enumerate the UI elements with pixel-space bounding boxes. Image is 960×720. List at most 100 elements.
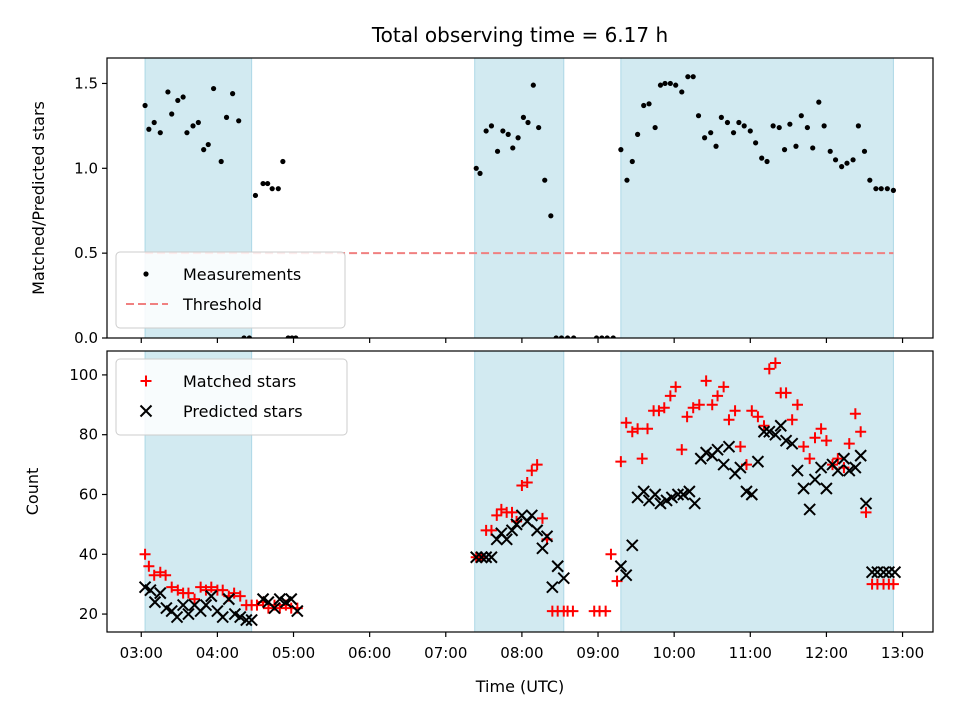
data-point [252, 192, 259, 199]
x-tick-label: 08:00 [500, 644, 543, 662]
data-point [180, 94, 186, 100]
data-point [251, 599, 263, 611]
data-point [157, 130, 163, 136]
data-point [658, 402, 670, 414]
data-point [599, 335, 605, 338]
data-point [693, 399, 705, 411]
data-point [769, 357, 781, 369]
data-point [642, 423, 654, 435]
legend-label: Predicted stars [183, 402, 303, 421]
data-point [567, 605, 579, 617]
data-point [814, 461, 828, 474]
data-point [165, 89, 171, 95]
y-tick-label: 1.5 [74, 74, 98, 92]
data-point [494, 148, 501, 154]
data-point [500, 533, 513, 546]
y-tick-label: 1.0 [74, 159, 98, 177]
data-point [741, 123, 747, 129]
data-point [683, 485, 696, 498]
legend-box [115, 358, 348, 436]
data-point [615, 456, 627, 468]
data-point [855, 426, 867, 438]
data-point [641, 102, 647, 109]
data-point [843, 438, 855, 450]
data-point [273, 592, 287, 606]
data-point [636, 453, 648, 465]
data-point [764, 158, 770, 165]
data-point [888, 566, 902, 579]
y-axis-label: Matched/Predicted stars [29, 101, 48, 295]
data-point [797, 482, 810, 495]
data-point [747, 128, 753, 134]
data-point [793, 143, 799, 149]
x-axis-label: Time (UTC) [475, 677, 564, 696]
data-point [677, 488, 690, 501]
data-point [619, 568, 633, 582]
data-point [218, 158, 224, 165]
data-point [746, 405, 758, 417]
y-tick-label: 0.0 [74, 329, 98, 347]
data-point [604, 335, 610, 338]
data-point [844, 160, 850, 166]
observing-window [620, 57, 894, 339]
data-point [861, 148, 868, 154]
data-point [752, 411, 764, 423]
data-point [849, 408, 861, 420]
plot-area [138, 357, 902, 627]
data-point [241, 335, 247, 338]
data-point [473, 165, 479, 171]
plot-frame [106, 350, 934, 633]
data-point [479, 551, 493, 564]
data-point [860, 506, 872, 518]
data-point [804, 453, 816, 465]
data-point [751, 455, 765, 468]
data-point [673, 82, 679, 88]
data-point [809, 432, 821, 444]
data-point [275, 186, 281, 192]
legend-label: Matched stars [183, 372, 296, 391]
data-point [546, 580, 559, 594]
data-point [831, 464, 845, 477]
legend-label: Threshold [182, 295, 262, 314]
data-point [629, 158, 635, 165]
data-point [274, 602, 286, 614]
data-point [553, 335, 559, 338]
data-point [808, 473, 822, 486]
data-point [781, 147, 788, 153]
data-point [763, 363, 775, 375]
data-point [199, 598, 213, 612]
data-point [536, 542, 549, 555]
data-point [182, 607, 195, 621]
data-point [722, 440, 736, 453]
observing-window [620, 350, 894, 633]
data-point [190, 123, 196, 129]
data-point [730, 130, 737, 136]
data-point [884, 186, 890, 192]
data-point [624, 177, 630, 183]
data-point [702, 135, 708, 141]
data-point [758, 420, 770, 432]
data-point [205, 581, 217, 593]
data-point [753, 140, 759, 146]
observing-window [474, 350, 565, 633]
data-point [293, 335, 299, 338]
legend: Measurements Threshold [115, 251, 346, 329]
data-point [491, 509, 503, 521]
data-point [245, 613, 258, 627]
data-point [662, 80, 668, 87]
x-tick-label: 06:00 [348, 644, 391, 662]
data-point [843, 464, 856, 477]
data-point [657, 82, 664, 88]
data-point [787, 121, 793, 127]
data-point [779, 434, 793, 447]
data-point [713, 143, 719, 149]
data-point [475, 551, 488, 564]
data-point [637, 485, 650, 498]
data-point [877, 566, 890, 579]
legend-box [115, 251, 346, 329]
data-point [723, 414, 735, 426]
data-point [525, 509, 539, 522]
data-point [217, 584, 229, 596]
data-point [269, 186, 275, 192]
data-point [610, 335, 616, 338]
